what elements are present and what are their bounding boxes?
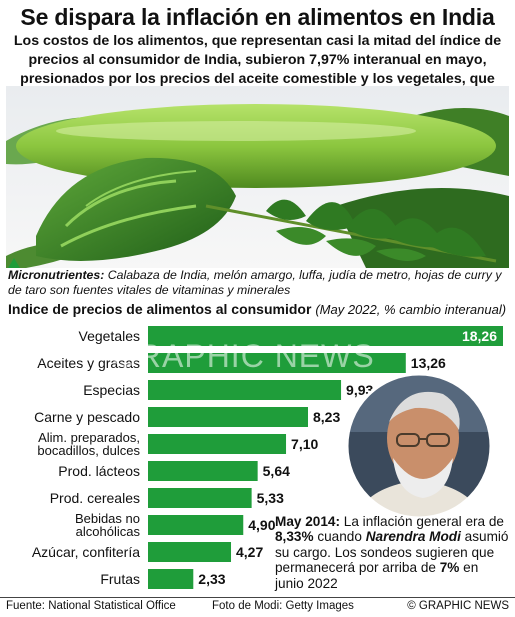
category-label: Frutas	[100, 571, 140, 587]
note-name: Narendra Modi	[365, 529, 461, 545]
chart-subtitle: (May 2022, % cambio interanual)	[315, 302, 507, 317]
value-label: 2,33	[198, 571, 225, 587]
value-label: 4,27	[236, 544, 263, 560]
value-label: 5,64	[263, 463, 290, 479]
category-label: Especias	[83, 382, 140, 398]
category-label: Prod. cereales	[50, 490, 140, 506]
category-label: Carne y pescado	[34, 409, 140, 425]
category-label: Bebidas no alcohólicas	[75, 511, 141, 539]
bar	[148, 380, 342, 400]
bar	[148, 407, 309, 427]
value-label: 8,23	[313, 409, 340, 425]
value-label: 18,26	[462, 328, 497, 344]
bar	[148, 353, 406, 373]
bar	[148, 326, 503, 346]
value-label: 4,90	[248, 517, 275, 533]
modi-note: May 2014: La inflación general era de 8,…	[275, 514, 510, 591]
chart-heading: Indice de precios de alimentos al consum…	[8, 301, 513, 317]
note-text-1: La inflación general era de	[340, 514, 504, 529]
bar	[148, 569, 194, 589]
footer-copyright: © GRAPHIC NEWS	[407, 600, 509, 612]
note-figure: 8,33%	[275, 529, 314, 545]
note-text-3: asumió su cargo. Los sondeos sugieren qu…	[275, 529, 509, 576]
footer: Fuente: National Statistical Office Foto…	[0, 597, 515, 616]
category-label: Alim. preparados, bocadillos, dulces	[37, 430, 140, 458]
value-label: 7,10	[291, 436, 318, 452]
bar	[148, 461, 258, 481]
category-label: Azúcar, confitería	[32, 544, 140, 560]
bar	[148, 434, 287, 454]
bar-chart: Vegetales 18,26 Aceites y grasas 13,26 Espec…	[32, 326, 503, 589]
bar	[148, 515, 244, 535]
vegetables-photo	[6, 86, 509, 268]
caption-lead: Micronutrientes:	[8, 268, 105, 282]
page-title: Se dispara la inflación en alimentos en …	[20, 4, 495, 30]
caption-text: Calabaza de India, melón amargo, luffa, …	[8, 268, 502, 297]
note-text-4: en junio 2022	[275, 560, 479, 591]
bar	[148, 488, 252, 508]
value-label: 13,26	[411, 355, 446, 371]
footer-source: Fuente: National Statistical Office	[6, 600, 176, 612]
modi-portrait	[345, 372, 493, 520]
caption-marker-icon	[8, 258, 20, 268]
category-label: Prod. lácteos	[58, 463, 140, 479]
category-label: Aceites y grasas	[37, 355, 140, 371]
note-figure-2: 7%	[439, 560, 460, 576]
value-label: 5,33	[257, 490, 284, 506]
note-text-2: cuando	[313, 529, 366, 545]
chart-title: Indice de precios de alimentos al consum…	[8, 301, 312, 317]
category-label: Vegetales	[79, 328, 141, 344]
footer-photo-credit: Foto de Modi: Getty Images	[212, 600, 354, 612]
note-lead: May 2014:	[275, 514, 340, 529]
photo-caption: Micronutrientes: Calabaza de India, meló…	[8, 268, 508, 298]
bar	[148, 542, 232, 562]
value-label: 9,93	[346, 382, 373, 398]
